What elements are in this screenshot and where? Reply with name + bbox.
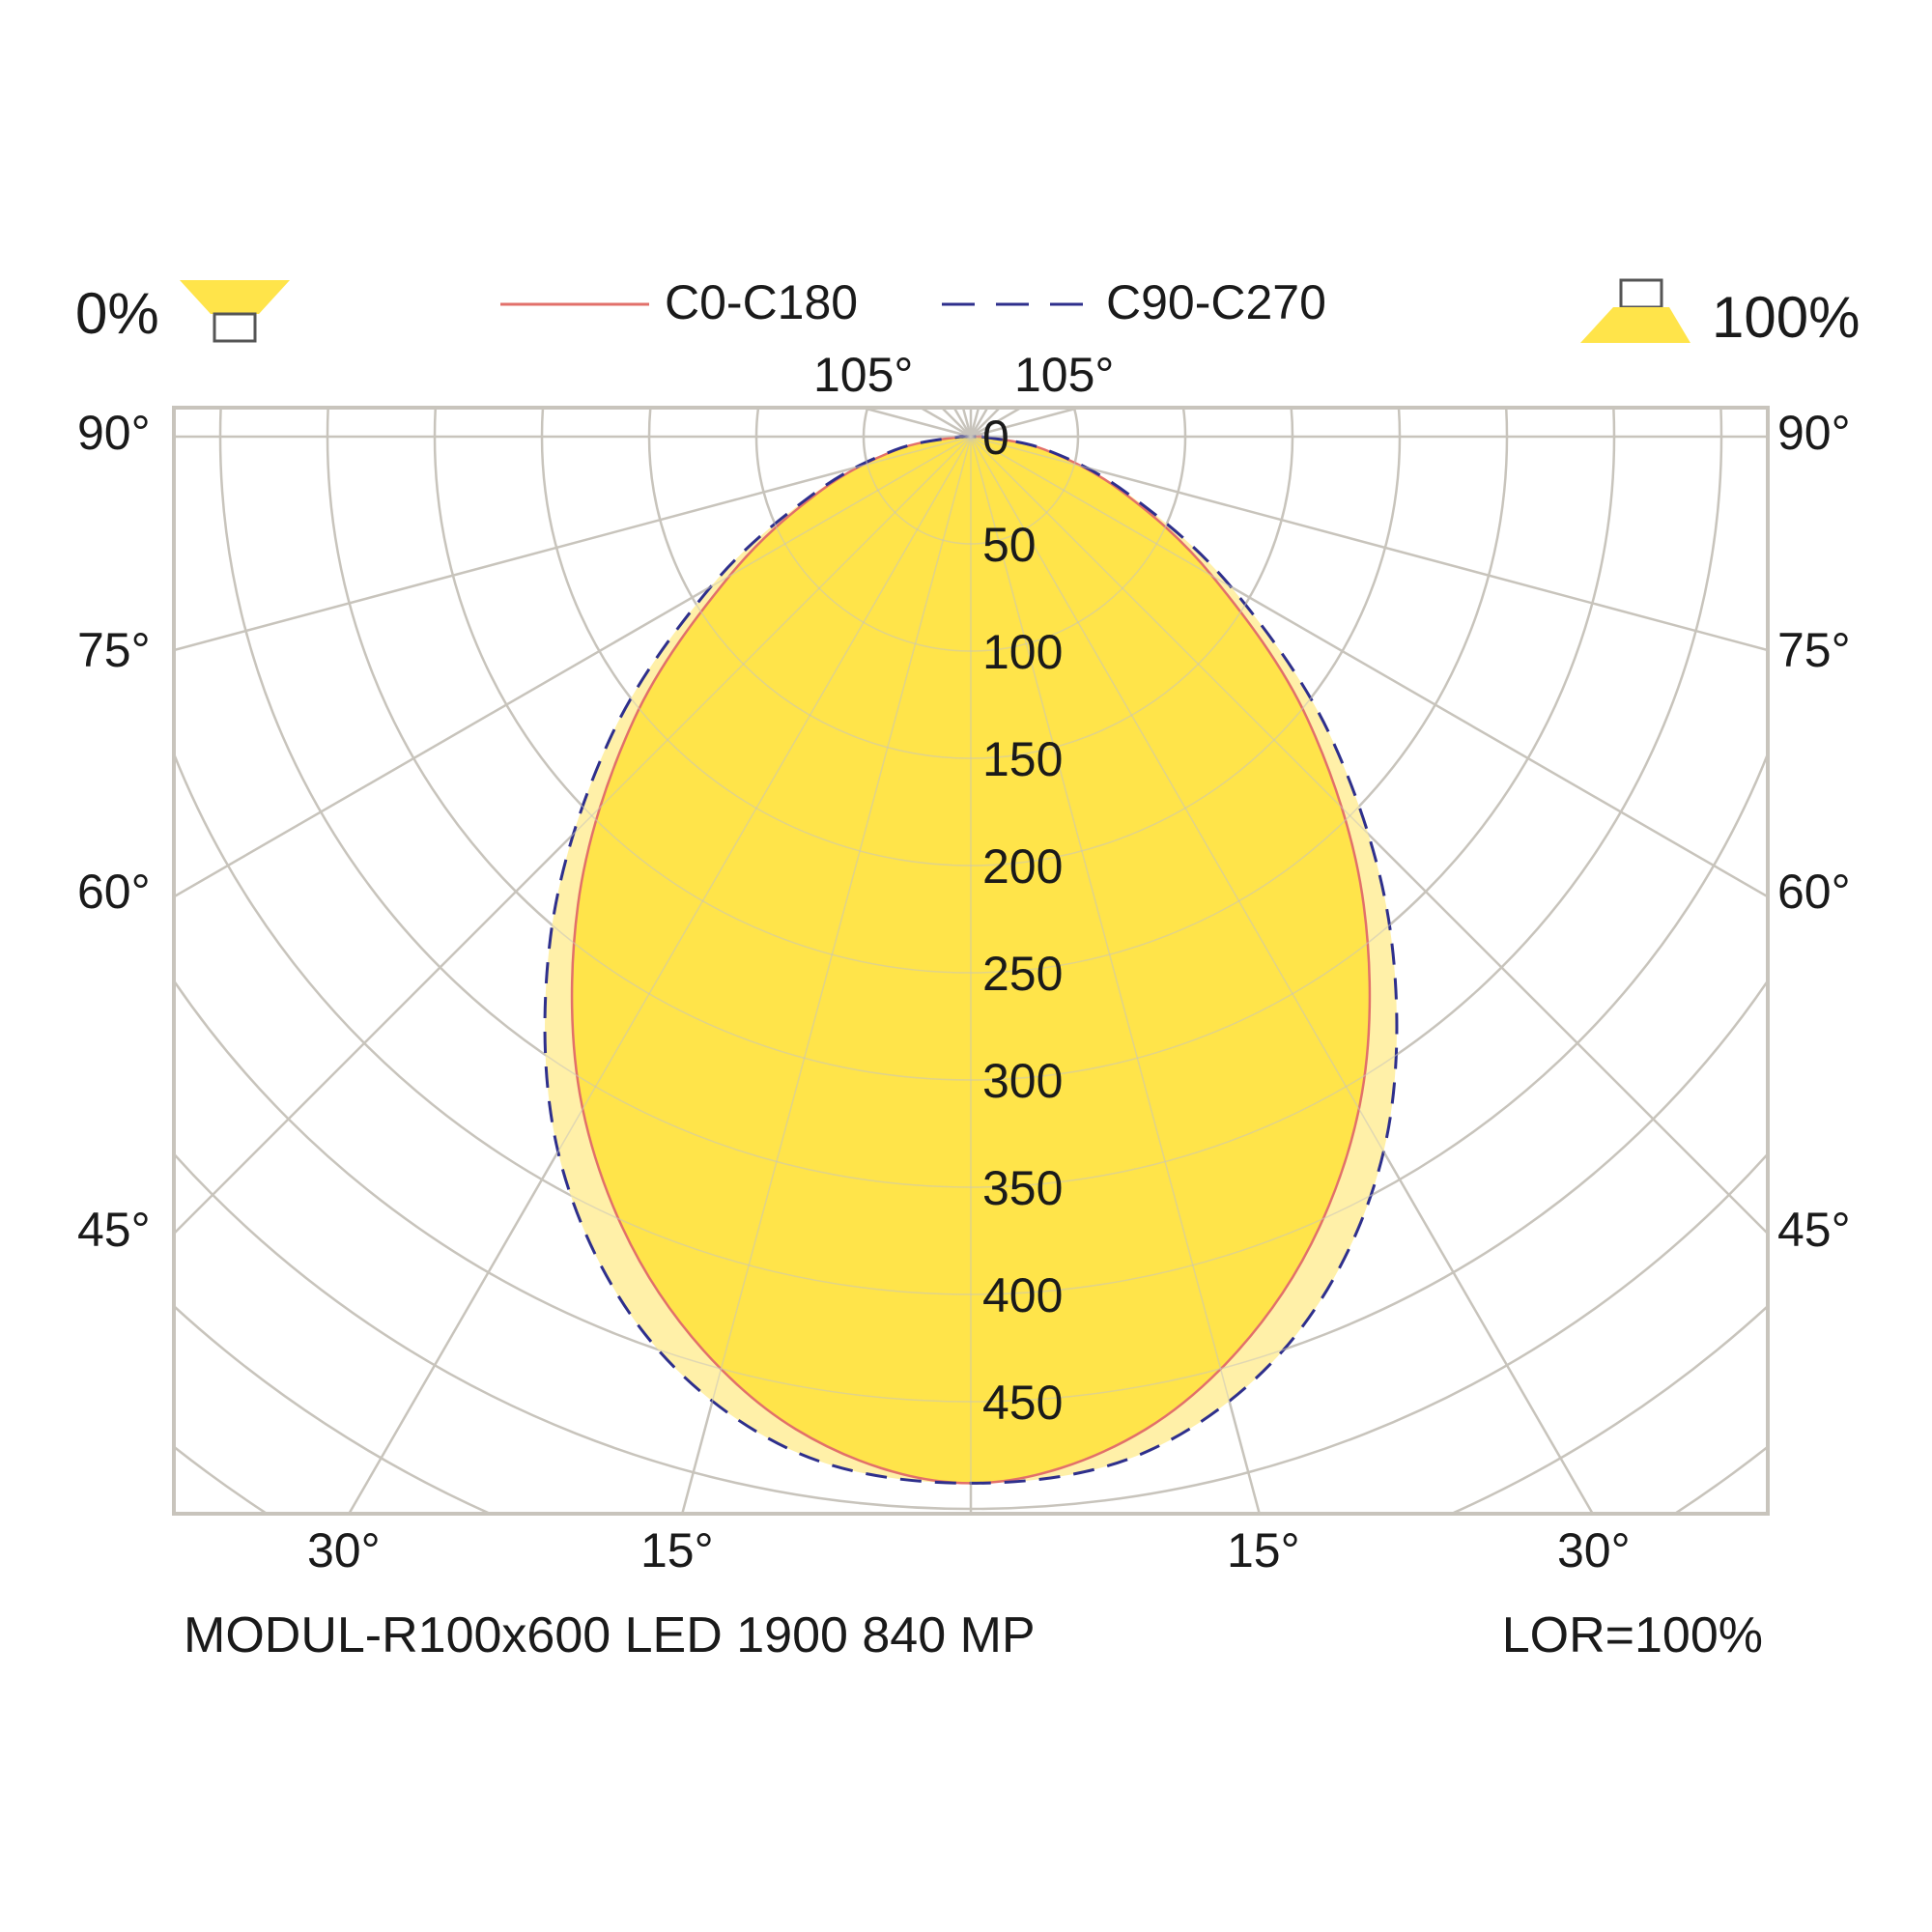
- header-legend: 0% C0-C180 C90-C270 100%: [75, 275, 1860, 350]
- radial-tick-label: 200: [982, 839, 1063, 894]
- grid-spoke: [962, 408, 972, 438]
- polar-grid-overlay: [174, 408, 1768, 1514]
- radial-tick-label: 350: [982, 1161, 1063, 1215]
- grid-spoke: [970, 408, 1002, 438]
- top-angle-label-left: 105°: [813, 348, 913, 402]
- bottom-angle-label-15-right: 15°: [1227, 1523, 1300, 1577]
- left-angle-label-45: 45°: [77, 1203, 151, 1257]
- radial-tick-label: 400: [982, 1268, 1063, 1322]
- grid-spoke: [174, 436, 972, 1236]
- left-angle-label-60: 60°: [77, 865, 151, 919]
- grid-spoke: [970, 436, 1768, 1236]
- radial-tick-label: 250: [982, 947, 1063, 1001]
- radial-tick-label: 450: [982, 1376, 1063, 1430]
- right-angle-label-75: 75°: [1777, 623, 1851, 677]
- upward-luminaire-icon: [1580, 278, 1690, 343]
- right-angle-label-45: 45°: [1777, 1203, 1851, 1257]
- upward-percent: 100%: [1712, 285, 1860, 350]
- bottom-angle-label-30-left: 30°: [307, 1523, 381, 1577]
- radial-tick-label: 50: [982, 518, 1037, 572]
- grid-spoke: [970, 408, 1024, 439]
- grid-spoke: [970, 436, 1261, 1514]
- bottom-angle-label-30-right: 30°: [1557, 1523, 1631, 1577]
- bottom-angle-label-15-left: 15°: [640, 1523, 714, 1577]
- left-angle-label-75: 75°: [77, 623, 151, 677]
- radial-tick-label: 0: [982, 411, 1009, 465]
- radial-tick-labels: 0 50 100 150 200 250 300 350 400 450: [982, 411, 1063, 1430]
- grid-spoke: [970, 436, 1768, 651]
- right-angle-label-90: 90°: [1777, 406, 1851, 460]
- grid-spoke: [970, 408, 1082, 438]
- lor-value: LOR=100%: [1502, 1607, 1763, 1663]
- model-name: MODUL-R100x600 LED 1900 840 MP: [184, 1607, 1036, 1663]
- radial-tick-label: 300: [982, 1054, 1063, 1108]
- grid-spoke: [970, 408, 1023, 438]
- grid-spoke: [174, 436, 972, 651]
- right-angle-label-60: 60°: [1777, 865, 1851, 919]
- legend-c0-label: C0-C180: [665, 275, 858, 329]
- grid-spoke: [970, 408, 1002, 438]
- grid-spoke: [970, 408, 1084, 439]
- grid-spoke: [174, 436, 972, 898]
- downward-luminaire-icon: [180, 280, 290, 343]
- grid-spoke: [348, 436, 972, 1514]
- legend-c90-label: C90-C270: [1106, 275, 1326, 329]
- top-angle-label-right: 105°: [1014, 348, 1114, 402]
- left-angle-label-90: 90°: [77, 406, 151, 460]
- grid-spoke: [961, 408, 973, 438]
- radial-tick-label: 150: [982, 732, 1063, 786]
- grid-spoke: [970, 436, 1594, 1514]
- grid-spoke: [681, 436, 972, 1514]
- grid-spoke: [970, 436, 1768, 898]
- downward-percent: 0%: [75, 281, 159, 346]
- radial-tick-label: 100: [982, 625, 1063, 679]
